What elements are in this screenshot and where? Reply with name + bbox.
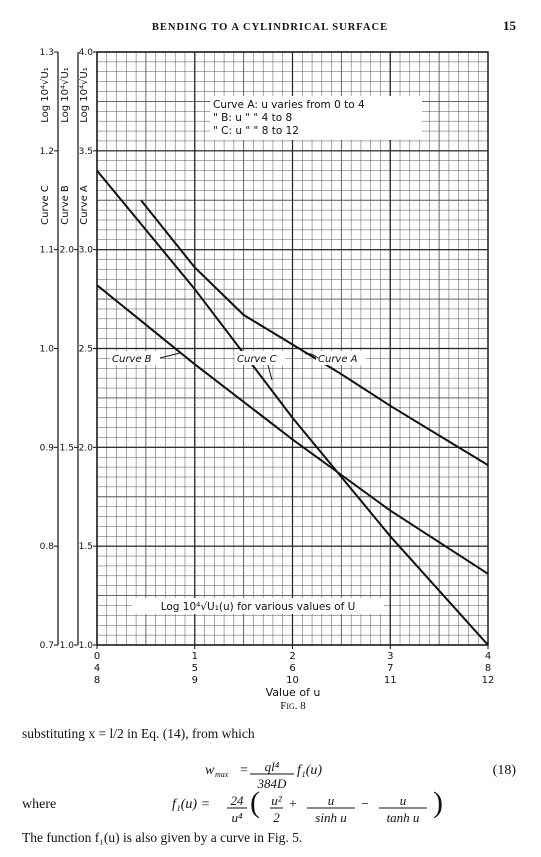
y-tick-label: 0.8 [40, 542, 55, 552]
equations: w max = ql⁴ 384D f₁(u) (18) where f₁(u) = 24 u⁴ ( u²… [22, 759, 516, 825]
x-tick-label: 4 [485, 651, 491, 662]
math: 384D [257, 776, 288, 791]
math: 24 [231, 793, 245, 808]
annotation: Curve A: u varies from 0 to 4 [213, 99, 365, 111]
math: ) [433, 786, 443, 819]
curve-label: Curve A [318, 354, 358, 365]
y-tick-label: 1.5 [79, 542, 93, 552]
math: u [328, 793, 335, 808]
x-tick-label: 11 [384, 675, 397, 686]
x-tick-label: 10 [286, 675, 299, 686]
body-text: The function f₁(u) is also given by a cu… [22, 830, 302, 845]
y-tick-label: 1.2 [40, 147, 54, 157]
x-tick-label: 7 [387, 663, 393, 674]
x-tick-label: 5 [192, 663, 198, 674]
math: u² [271, 793, 283, 808]
curve [96, 284, 489, 575]
x-tick-label: 2 [289, 651, 295, 662]
y-axis-title: Log 10⁴√U₁ [79, 67, 90, 122]
math: ql⁴ [265, 759, 280, 774]
math: u [400, 793, 407, 808]
curve-label: Curve C [237, 354, 277, 365]
math: ( [250, 786, 260, 819]
y-tick-label: 1.5 [60, 443, 74, 453]
math: f₁(u) = [172, 797, 210, 812]
legend-box [210, 96, 422, 140]
y-tick-label: 0.9 [40, 443, 55, 453]
x-tick-label: 6 [289, 663, 295, 674]
math: u⁴ [231, 810, 243, 825]
y-tick-label: 2.5 [79, 345, 93, 355]
y-axis-title: Log 10⁴√U₁ [40, 67, 51, 122]
x-tick-label: 9 [192, 675, 198, 686]
x-tick-label: 4 [94, 663, 100, 674]
x-tick-label: 8 [485, 663, 491, 674]
x-tick-label: 12 [482, 675, 495, 686]
x-tick-label: 1 [192, 651, 198, 662]
y-tick-label: 3.5 [79, 147, 93, 157]
x-tick-label: 8 [94, 675, 100, 686]
figure-caption: Fig. 8 [280, 700, 306, 712]
leader [267, 364, 273, 381]
label-bg [110, 351, 160, 365]
y-tick-label: 2.0 [79, 443, 94, 453]
math: − [361, 797, 369, 812]
running-head: BENDING TO A CYLINDRICAL SURFACE [152, 22, 388, 33]
note: Log 10⁴√U₁(u) for various values of U [161, 601, 356, 613]
y-tick-label: 1.3 [40, 48, 54, 58]
y-tick-label: 1.1 [40, 246, 54, 256]
body-text: substituting x = l/2 in Eq. (14), from w… [22, 726, 255, 741]
curve [96, 169, 489, 646]
math: max [215, 770, 229, 779]
chart: 0.7 0.8 0.9 1.0 1.1 1.2 1.3 Log 10⁴√U₁ Curve C 1.… [40, 48, 495, 699]
math: + [289, 797, 297, 812]
math: = [240, 763, 248, 778]
x-tick-label: 0 [94, 651, 100, 662]
leader [304, 353, 319, 359]
math: tanh u [387, 810, 420, 825]
y-tick-label: 1.0 [79, 641, 94, 651]
y-axis-label: Curve A [79, 185, 90, 225]
y-tick-label: 1.0 [60, 641, 75, 651]
y-tick-label: 0.7 [40, 641, 54, 651]
y-axis-label: Curve B [60, 185, 71, 225]
math: 2 [273, 810, 280, 825]
math: where [22, 797, 56, 812]
math: sinh u [315, 810, 347, 825]
page-number: 15 [503, 18, 517, 33]
annotation: " C: u " " 8 to 12 [213, 125, 299, 137]
label-bg [235, 351, 285, 365]
annotation: " B: u " " 4 to 8 [213, 112, 292, 124]
note-box [132, 598, 384, 614]
y-tick-label: 3.0 [79, 246, 94, 256]
label-bg [316, 351, 366, 365]
y-axis-label: Curve C [40, 185, 51, 225]
leader [159, 352, 181, 359]
y-tick-label: 4.0 [79, 48, 94, 58]
math: f₁(u) [297, 763, 322, 778]
x-axis-title: Value of u [266, 686, 321, 699]
math: (18) [493, 763, 517, 778]
y-tick-label: 2.0 [60, 246, 75, 256]
y-tick-label: 1.0 [40, 345, 55, 355]
math: w [205, 763, 215, 778]
y-axis-title: Log 10⁴√U₁ [60, 67, 71, 122]
curve-label: Curve B [112, 354, 152, 365]
x-tick-label: 3 [387, 651, 393, 662]
